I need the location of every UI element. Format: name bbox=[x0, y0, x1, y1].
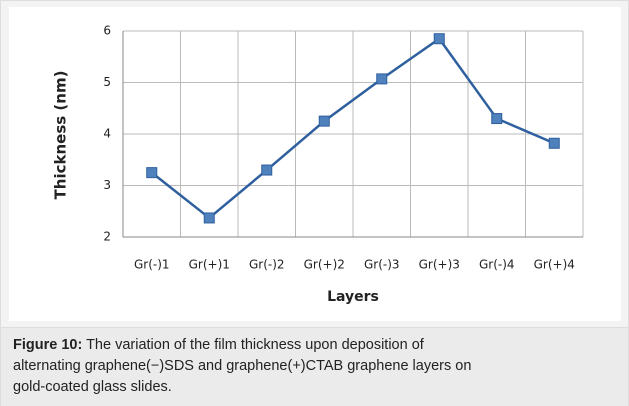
caption: Figure 10: The variation of the film thi… bbox=[1, 327, 628, 406]
x-tick-label: Gr(+)3 bbox=[419, 258, 460, 272]
y-tick-label: 5 bbox=[103, 75, 111, 89]
marker bbox=[261, 164, 273, 176]
x-tick-label: Gr(+)1 bbox=[189, 258, 230, 272]
y-tick-label: 3 bbox=[103, 178, 111, 192]
x-tick-label: Gr(-)1 bbox=[134, 258, 170, 272]
x-axis-label: Layers bbox=[327, 289, 379, 305]
marker bbox=[491, 113, 503, 125]
chart: Thickness (nm) Layers 2 3 4 5 6 Gr(-)1 Gr(+)1 G… bbox=[9, 7, 621, 321]
y-axis-label: Thickness (nm) bbox=[52, 71, 70, 200]
x-tick-label: Gr(+)2 bbox=[304, 258, 345, 272]
marker bbox=[318, 115, 330, 127]
marker bbox=[376, 73, 388, 85]
caption-text: Figure 10: The variation of the film thi… bbox=[1, 328, 495, 398]
marker bbox=[146, 167, 158, 179]
x-tick-label: Gr(+)4 bbox=[534, 258, 575, 272]
caption-body: The variation of the film thickness upon… bbox=[13, 337, 472, 395]
marker bbox=[548, 137, 560, 149]
y-tick-label: 6 bbox=[103, 24, 111, 38]
chart-background bbox=[9, 7, 621, 321]
marker bbox=[203, 212, 215, 224]
caption-label: Figure 10: bbox=[13, 337, 83, 353]
marker bbox=[433, 33, 445, 45]
x-tick-label: Gr(-)2 bbox=[249, 258, 285, 272]
y-tick-label: 2 bbox=[103, 230, 111, 244]
x-tick-label: Gr(-)4 bbox=[479, 258, 515, 272]
x-tick-label: Gr(-)3 bbox=[364, 258, 400, 272]
y-tick-label: 4 bbox=[103, 127, 111, 141]
line bbox=[150, 36, 555, 220]
